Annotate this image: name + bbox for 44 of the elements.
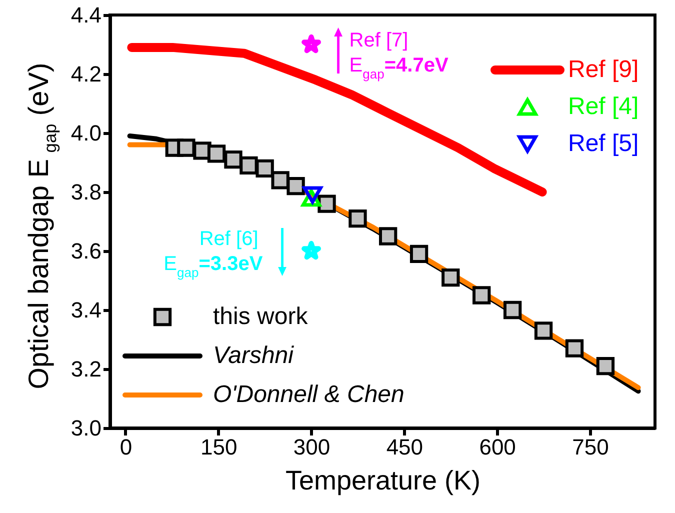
- x-tick-label: 150: [200, 434, 238, 460]
- y-tick-label: 3.6: [70, 238, 102, 264]
- point: [302, 240, 321, 260]
- point: [410, 244, 428, 264]
- legend-label: O'Donnell & Chen: [213, 381, 404, 408]
- point: [348, 209, 367, 228]
- point: [240, 156, 258, 175]
- legend-label: Ref [5]: [568, 130, 639, 157]
- point: [442, 268, 460, 287]
- point: [503, 300, 522, 320]
- legend-label: Varshni: [213, 342, 294, 369]
- text: Ref [6]: [199, 228, 258, 250]
- point: [224, 150, 242, 169]
- point: [207, 144, 226, 163]
- point: [472, 286, 491, 304]
- y-tick-label: 3.2: [70, 356, 102, 382]
- y-tick-label: 4.4: [70, 2, 102, 28]
- y-tick-label: 3.4: [70, 298, 102, 322]
- y-axis-title: Optical bandgap Egap (eV): [23, 62, 60, 390]
- x-tick-label: 750: [572, 434, 609, 460]
- point: [256, 159, 274, 178]
- y-tick-label: 4.0: [70, 120, 102, 146]
- y-tick-label: 4.2: [70, 62, 102, 86]
- point: [286, 177, 305, 196]
- point: [565, 339, 584, 358]
- legend-label: Ref [7]: [349, 30, 408, 52]
- point: [534, 322, 553, 340]
- point: [596, 356, 615, 376]
- x-tick-label: 300: [293, 434, 330, 460]
- legend-label: Ref [4]: [568, 93, 639, 120]
- x-tick-label: 0: [120, 434, 132, 460]
- x-tick-label: 450: [386, 434, 424, 460]
- point: [271, 171, 290, 190]
- legend-label: this work: [213, 303, 309, 330]
- point: [378, 227, 398, 246]
- point: [302, 34, 321, 54]
- y-tick-label: 3.0: [70, 416, 102, 440]
- y-tick-label: 3.8: [70, 180, 102, 204]
- point: [177, 138, 196, 157]
- point: [318, 194, 336, 213]
- x-tick-label: 600: [479, 434, 516, 460]
- legend-label: Ref [9]: [568, 56, 639, 83]
- point: [302, 186, 322, 204]
- x-axis-title: Temperature (K): [285, 466, 481, 496]
